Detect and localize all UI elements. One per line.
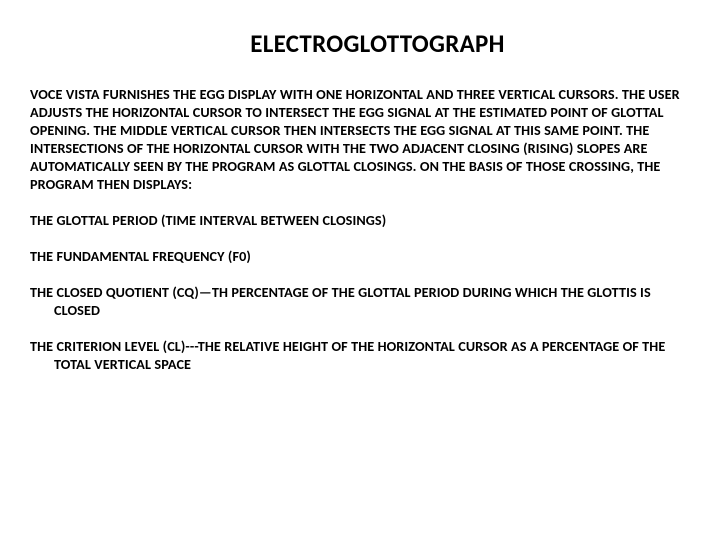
body-paragraph: VOCE VISTA FURNISHES THE EGG DISPLAY WIT…: [30, 85, 690, 193]
item-closed-quotient: THE CLOSED QUOTIENT (CQ)—TH PERCENTAGE O…: [30, 283, 690, 319]
slide-title: ELECTROGLOTTOGRAPH: [165, 28, 590, 59]
item-fundamental-frequency: THE FUNDAMENTAL FREQUENCY (F0): [30, 247, 690, 265]
slide: ELECTROGLOTTOGRAPH VOCE VISTA FURNISHES …: [0, 0, 720, 540]
item-criterion-level: THE CRITERION LEVEL (CL)---THE RELATIVE …: [30, 337, 690, 373]
item-glottal-period: THE GLOTTAL PERIOD (TIME INTERVAL BETWEE…: [30, 211, 690, 229]
